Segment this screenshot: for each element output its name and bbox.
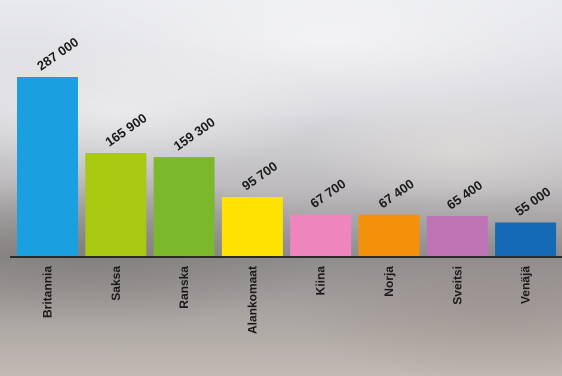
category-labels: Britannia Saksa Ranska Alankomaat Kiina Norja… xyxy=(41,266,533,334)
bar-kiina xyxy=(290,214,352,257)
value-label-venäjä: 55 000 xyxy=(512,184,553,219)
value-label-sveitsi: 65 400 xyxy=(444,177,485,212)
bar-alankomaat xyxy=(221,197,283,257)
category-label-sveitsi: Sveitsi xyxy=(450,266,464,305)
category-label-ranska: Ranska xyxy=(177,266,191,309)
value-label-britannia: 287 000 xyxy=(34,34,81,73)
bar-norja xyxy=(358,214,420,257)
category-label-norja: Norja xyxy=(382,266,396,297)
value-label-ranska: 159 300 xyxy=(171,114,218,153)
category-label-saksa: Saksa xyxy=(109,266,123,301)
category-label-kiina: Kiina xyxy=(314,266,328,296)
value-label-kiina: 67 700 xyxy=(307,176,348,211)
value-label-saksa: 165 900 xyxy=(102,110,149,149)
bar-ranska xyxy=(153,157,215,257)
category-label-venäjä: Venäjä xyxy=(519,266,533,304)
category-label-alankomaat: Alankomaat xyxy=(245,266,259,334)
value-label-norja: 67 400 xyxy=(376,176,417,211)
bar-venäjä xyxy=(495,222,557,257)
category-label-britannia: Britannia xyxy=(41,266,55,318)
bar-britannia xyxy=(17,77,78,257)
value-label-alankomaat: 95 700 xyxy=(239,158,280,193)
bars xyxy=(17,77,557,257)
bar-saksa xyxy=(85,153,147,257)
bar-sveitsi xyxy=(426,216,488,257)
